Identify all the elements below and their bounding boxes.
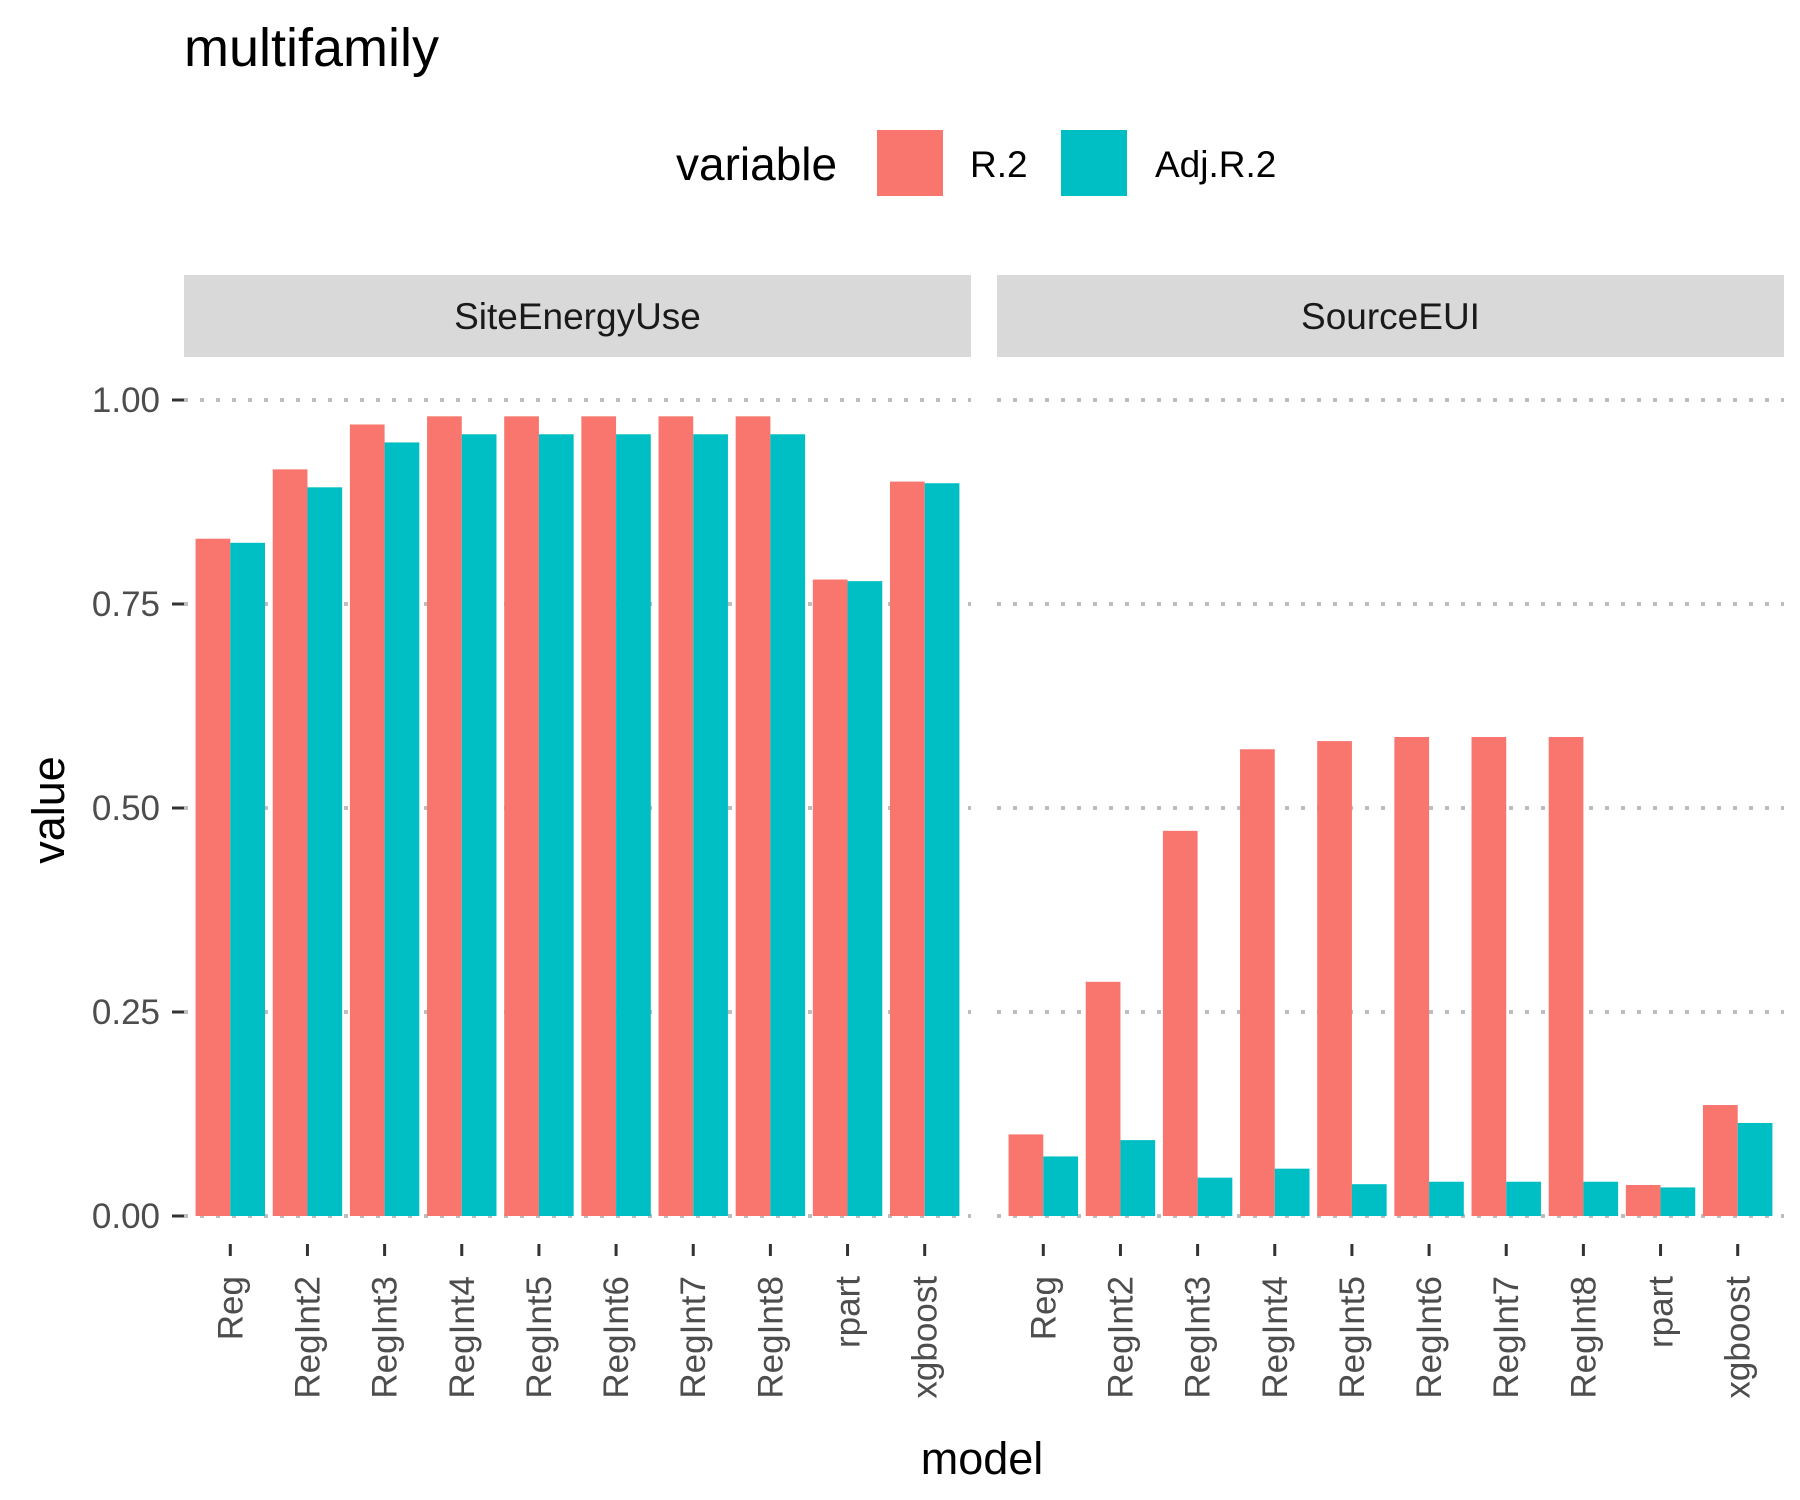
bar-Adj.R.2-RegInt2 [1120,1140,1156,1216]
panel-SiteEnergyUse: SiteEnergyUse Reg RegInt2 RegInt3 RegInt4 Reg… [184,275,971,1399]
y-tick-label: 0.75 [92,585,160,624]
bar-R.2-Reg [195,538,231,1216]
legend: variable R.2 Adj.R.2 [676,130,1276,196]
bar-R.2-RegInt3 [1162,830,1198,1216]
bar-Adj.R.2-rpart [1660,1187,1696,1216]
bar-R.2-RegInt2 [272,469,308,1216]
x-tick-label: rpart [1642,1276,1681,1348]
legend-swatch-r2 [877,130,943,196]
x-tick-label: Reg [1024,1276,1063,1340]
x-tick-label: rpart [829,1276,868,1348]
x-tick-label: RegInt4 [1256,1276,1295,1399]
legend-title: variable [676,138,837,190]
legend-swatch-adj-r2 [1061,130,1127,196]
bar-Adj.R.2-RegInt6 [1429,1181,1464,1216]
bar-R.2-RegInt7 [658,416,694,1216]
legend-label-adj-r2: Adj.R.2 [1155,144,1276,185]
bar-Adj.R.2-RegInt8 [770,434,806,1217]
chart-title: multifamily [184,18,439,78]
facet-strip [997,275,1784,357]
facet-strip-label: SourceEUI [1301,296,1480,337]
x-tick-label: RegInt6 [1410,1276,1449,1399]
bar-Adj.R.2-RegInt2 [307,487,343,1216]
x-tick-label: RegInt2 [288,1276,327,1399]
bar-R.2-rpart [1625,1184,1661,1216]
plot-area: SiteEnergyUse Reg RegInt2 RegInt3 RegInt4 Reg… [92,275,1784,1399]
x-tick-label: RegInt7 [674,1276,713,1399]
bar-R.2-xgboost [1702,1105,1738,1216]
x-tick-label: RegInt2 [1101,1276,1140,1399]
bar-Adj.R.2-xgboost [924,483,960,1216]
bar-R.2-RegInt8 [735,416,771,1216]
bar-Adj.R.2-rpart [847,581,883,1216]
bar-R.2-RegInt6 [581,416,617,1216]
bar-R.2-RegInt7 [1471,737,1507,1216]
bar-R.2-RegInt6 [1394,737,1430,1216]
bar-R.2-xgboost [889,481,925,1217]
x-tick-label: RegInt4 [443,1276,482,1399]
y-axis-title: value [23,756,74,864]
x-tick-label: RegInt8 [751,1276,790,1399]
x-tick-label: RegInt5 [520,1276,559,1399]
bar-Adj.R.2-RegInt3 [384,442,420,1216]
legend-label-r2: R.2 [970,144,1028,185]
panel-SourceEUI: SourceEUI Reg RegInt2 RegInt3 RegInt4 RegInt5… [997,275,1784,1399]
bar-R.2-RegInt5 [1317,741,1352,1216]
bar-Adj.R.2-RegInt6 [616,434,651,1217]
x-tick-label: RegInt6 [597,1276,636,1399]
bar-R.2-rpart [812,579,848,1216]
y-tick-label: 0.00 [92,1197,160,1236]
x-tick-label: RegInt3 [366,1276,405,1399]
bar-Adj.R.2-RegInt5 [1351,1184,1387,1216]
bar-R.2-RegInt8 [1548,737,1584,1216]
y-tick-label: 0.25 [92,993,160,1032]
x-tick-label: Reg [211,1276,250,1340]
y-tick-label: 0.50 [92,789,160,828]
bar-Adj.R.2-Reg [1043,1156,1079,1216]
x-tick-label: RegInt8 [1564,1276,1603,1399]
bar-R.2-RegInt4 [1240,749,1275,1216]
x-tick-label: xgboost [1719,1276,1758,1399]
bar-Adj.R.2-Reg [230,542,266,1216]
bar-R.2-RegInt2 [1085,981,1121,1216]
x-axis-title: model [921,1433,1044,1484]
bar-R.2-RegInt5 [504,416,539,1216]
y-tick-label: 1.00 [92,381,160,420]
bar-Adj.R.2-RegInt4 [1274,1168,1310,1216]
bar-R.2-RegInt3 [349,424,385,1217]
bar-Adj.R.2-RegInt8 [1583,1181,1619,1216]
bar-R.2-Reg [1008,1134,1044,1216]
facet-strip [184,275,971,357]
bar-R.2-RegInt4 [427,416,462,1216]
x-tick-label: RegInt5 [1333,1276,1372,1399]
bar-Adj.R.2-xgboost [1737,1122,1773,1216]
x-tick-label: RegInt7 [1487,1276,1526,1399]
bar-Adj.R.2-RegInt3 [1197,1177,1233,1216]
bar-Adj.R.2-RegInt7 [1506,1181,1541,1216]
bar-Adj.R.2-RegInt7 [693,434,728,1217]
x-tick-label: RegInt3 [1179,1276,1218,1399]
x-tick-label: xgboost [906,1276,945,1399]
bar-Adj.R.2-RegInt4 [461,434,497,1217]
facet-strip-label: SiteEnergyUse [454,296,701,337]
bar-Adj.R.2-RegInt5 [538,434,574,1217]
